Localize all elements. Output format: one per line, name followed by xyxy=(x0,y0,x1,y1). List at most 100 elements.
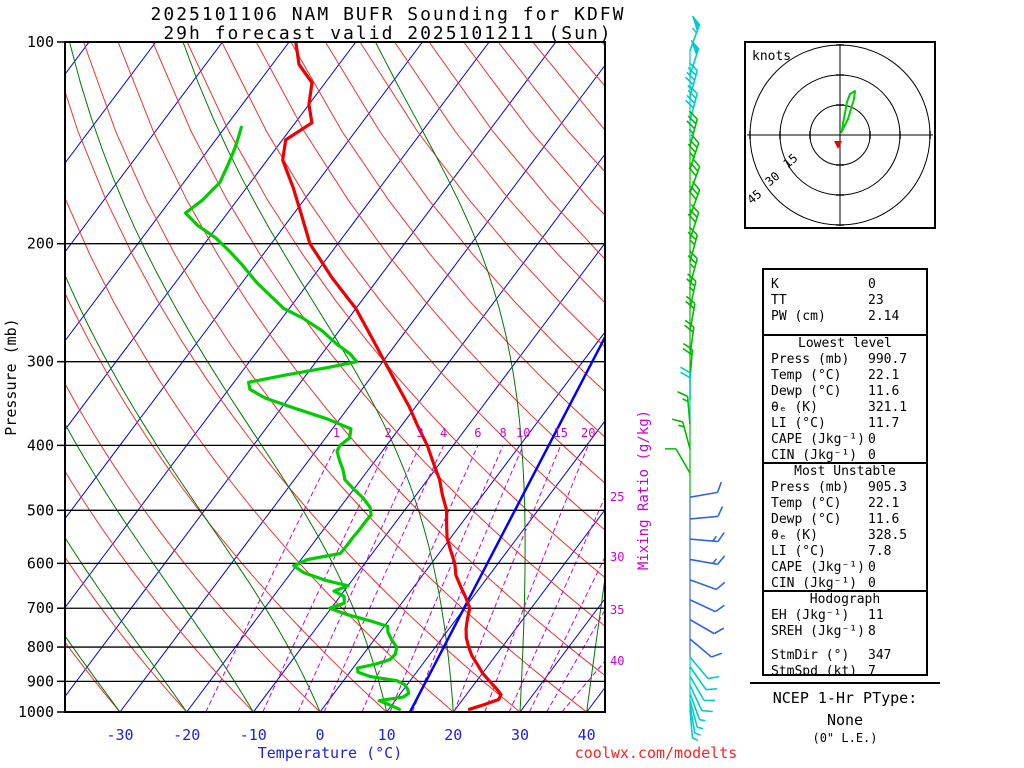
mixing-ratio-value: 2 xyxy=(384,426,391,440)
isotherm-line xyxy=(65,42,490,609)
ptype-note: (0" L.E.) xyxy=(812,731,878,745)
barb-full xyxy=(687,143,697,153)
barb-half xyxy=(687,84,693,91)
isotherm-line xyxy=(65,42,157,164)
barb-full xyxy=(687,255,697,264)
barb-full xyxy=(716,555,726,565)
dry-adiabat-line xyxy=(65,89,521,712)
stats-section-header: Most Unstable xyxy=(794,464,896,479)
barb-full xyxy=(686,120,696,130)
stat-label: θₑ (K) xyxy=(771,400,818,415)
stat-label: LI (°C) xyxy=(771,544,826,559)
stat-row: Dewp (°C) 11.6 xyxy=(764,384,926,400)
stat-label: Dewp (°C) xyxy=(771,512,842,527)
stats-panel: K 0 TT 23 PW (cm) 2.14 Lowest level Press (mb) 9… xyxy=(762,268,928,676)
barb-half xyxy=(689,263,696,269)
stat-row: Dewp (°C) 11.6 xyxy=(764,512,926,528)
stat-value: 11.6 xyxy=(868,384,900,399)
stat-row: LI (°C) 7.8 xyxy=(764,544,926,560)
stat-row: CIN (Jkg⁻¹) 0 xyxy=(764,448,926,462)
ptype-divider xyxy=(750,682,940,684)
barb-full xyxy=(688,85,698,95)
stat-value: 0 xyxy=(868,448,876,462)
stat-value: 990.7 xyxy=(868,352,908,367)
wind-barb-staff xyxy=(689,579,717,591)
stats-section: Most Unstable Press (mb) 905.3 Temp (°C) 22.… xyxy=(764,462,926,590)
pressure-tick-label: 1000 xyxy=(18,703,54,721)
barb-full xyxy=(689,208,698,218)
barb-full xyxy=(707,675,719,680)
moist-adiabat-line xyxy=(65,274,321,712)
stat-row: Temp (°C) 22.1 xyxy=(764,496,926,512)
stat-value: 22.1 xyxy=(868,496,900,511)
wind-barb-staff xyxy=(689,684,703,711)
barb-full xyxy=(701,709,713,713)
barb-full xyxy=(688,110,698,120)
wind-barb-staff xyxy=(689,638,712,658)
ptype-heading: NCEP 1-Hr PType: xyxy=(772,689,918,707)
barb-full xyxy=(680,371,691,379)
barb-full xyxy=(717,506,724,517)
temperature-tick-label: 0 xyxy=(315,726,324,744)
temperature-tick-label: -30 xyxy=(106,726,133,744)
barb-full xyxy=(685,295,696,305)
stat-value: 905.3 xyxy=(868,480,908,495)
stat-label: Press (mb) xyxy=(771,480,850,495)
pressure-tick-label: 200 xyxy=(27,235,54,253)
moist-adiabat-line xyxy=(374,42,526,712)
barb-full xyxy=(687,231,697,241)
barb-full xyxy=(685,300,695,309)
pressure-tick-label: 700 xyxy=(27,599,54,617)
mixing-ratio-value: 3 xyxy=(416,426,423,440)
dry-adiabat-line xyxy=(65,196,454,712)
barb-full xyxy=(685,99,694,109)
barb-full xyxy=(688,250,698,260)
barb-full xyxy=(677,390,688,398)
dry-adiabat-line xyxy=(290,42,605,438)
isotherm-line xyxy=(65,42,423,520)
mixing-ratio-value: 30 xyxy=(610,550,624,564)
barb-full xyxy=(680,366,691,374)
barb-full xyxy=(690,162,699,172)
barb-full xyxy=(717,532,725,542)
wind-barb-staff xyxy=(675,448,691,474)
stat-value: 347 xyxy=(868,648,892,663)
isotherm-line xyxy=(119,64,605,712)
stat-row: CIN (Jkg⁻¹) 0 xyxy=(764,576,926,590)
temperature-axis-label: Temperature (°C) xyxy=(258,744,403,762)
stat-value: 2.14 xyxy=(868,309,900,324)
pressure-axis-label: Pressure (mb) xyxy=(2,318,20,435)
barb-full xyxy=(714,604,725,613)
temperature-tick-label: 30 xyxy=(511,726,529,744)
mixing-ratio-value: 1 xyxy=(333,426,340,440)
barb-full xyxy=(688,226,698,236)
dry-adiabat-line xyxy=(463,42,605,216)
storm-motion-marker xyxy=(834,141,842,149)
barb-full xyxy=(716,481,723,493)
dry-adiabat-line xyxy=(186,42,605,579)
temperature-curve xyxy=(281,42,503,711)
dry-adiabat-line xyxy=(65,641,121,712)
pressure-tick-label: 400 xyxy=(27,436,54,454)
dry-adiabat-line xyxy=(65,556,188,712)
stat-row: θₑ (K) 328.5 xyxy=(764,528,926,544)
stat-label: StmSpd (kt) xyxy=(771,664,858,674)
stat-row: PW (cm) 2.14 xyxy=(764,309,926,325)
barb-full xyxy=(684,319,695,328)
stat-row: StmDir (°) 347 xyxy=(764,648,926,664)
barb-full xyxy=(687,213,697,223)
wind-barb-staff xyxy=(689,709,694,738)
stats-section-header: Hodograph xyxy=(809,592,881,607)
mixing-ratio-value: 4 xyxy=(440,426,447,440)
stat-label: Dewp (°C) xyxy=(771,384,842,399)
barb-half xyxy=(689,152,695,158)
barb-full xyxy=(705,687,718,691)
wind-barb-staff xyxy=(689,699,699,728)
wind-barb-column xyxy=(665,15,726,742)
isotherm-line xyxy=(186,153,605,712)
surface_mixing_reference-curve xyxy=(408,336,605,712)
barb-full xyxy=(686,278,696,287)
pressure-tick-label: 600 xyxy=(27,554,54,572)
stats-section: K 0 TT 23 PW (cm) 2.14 xyxy=(764,270,926,334)
